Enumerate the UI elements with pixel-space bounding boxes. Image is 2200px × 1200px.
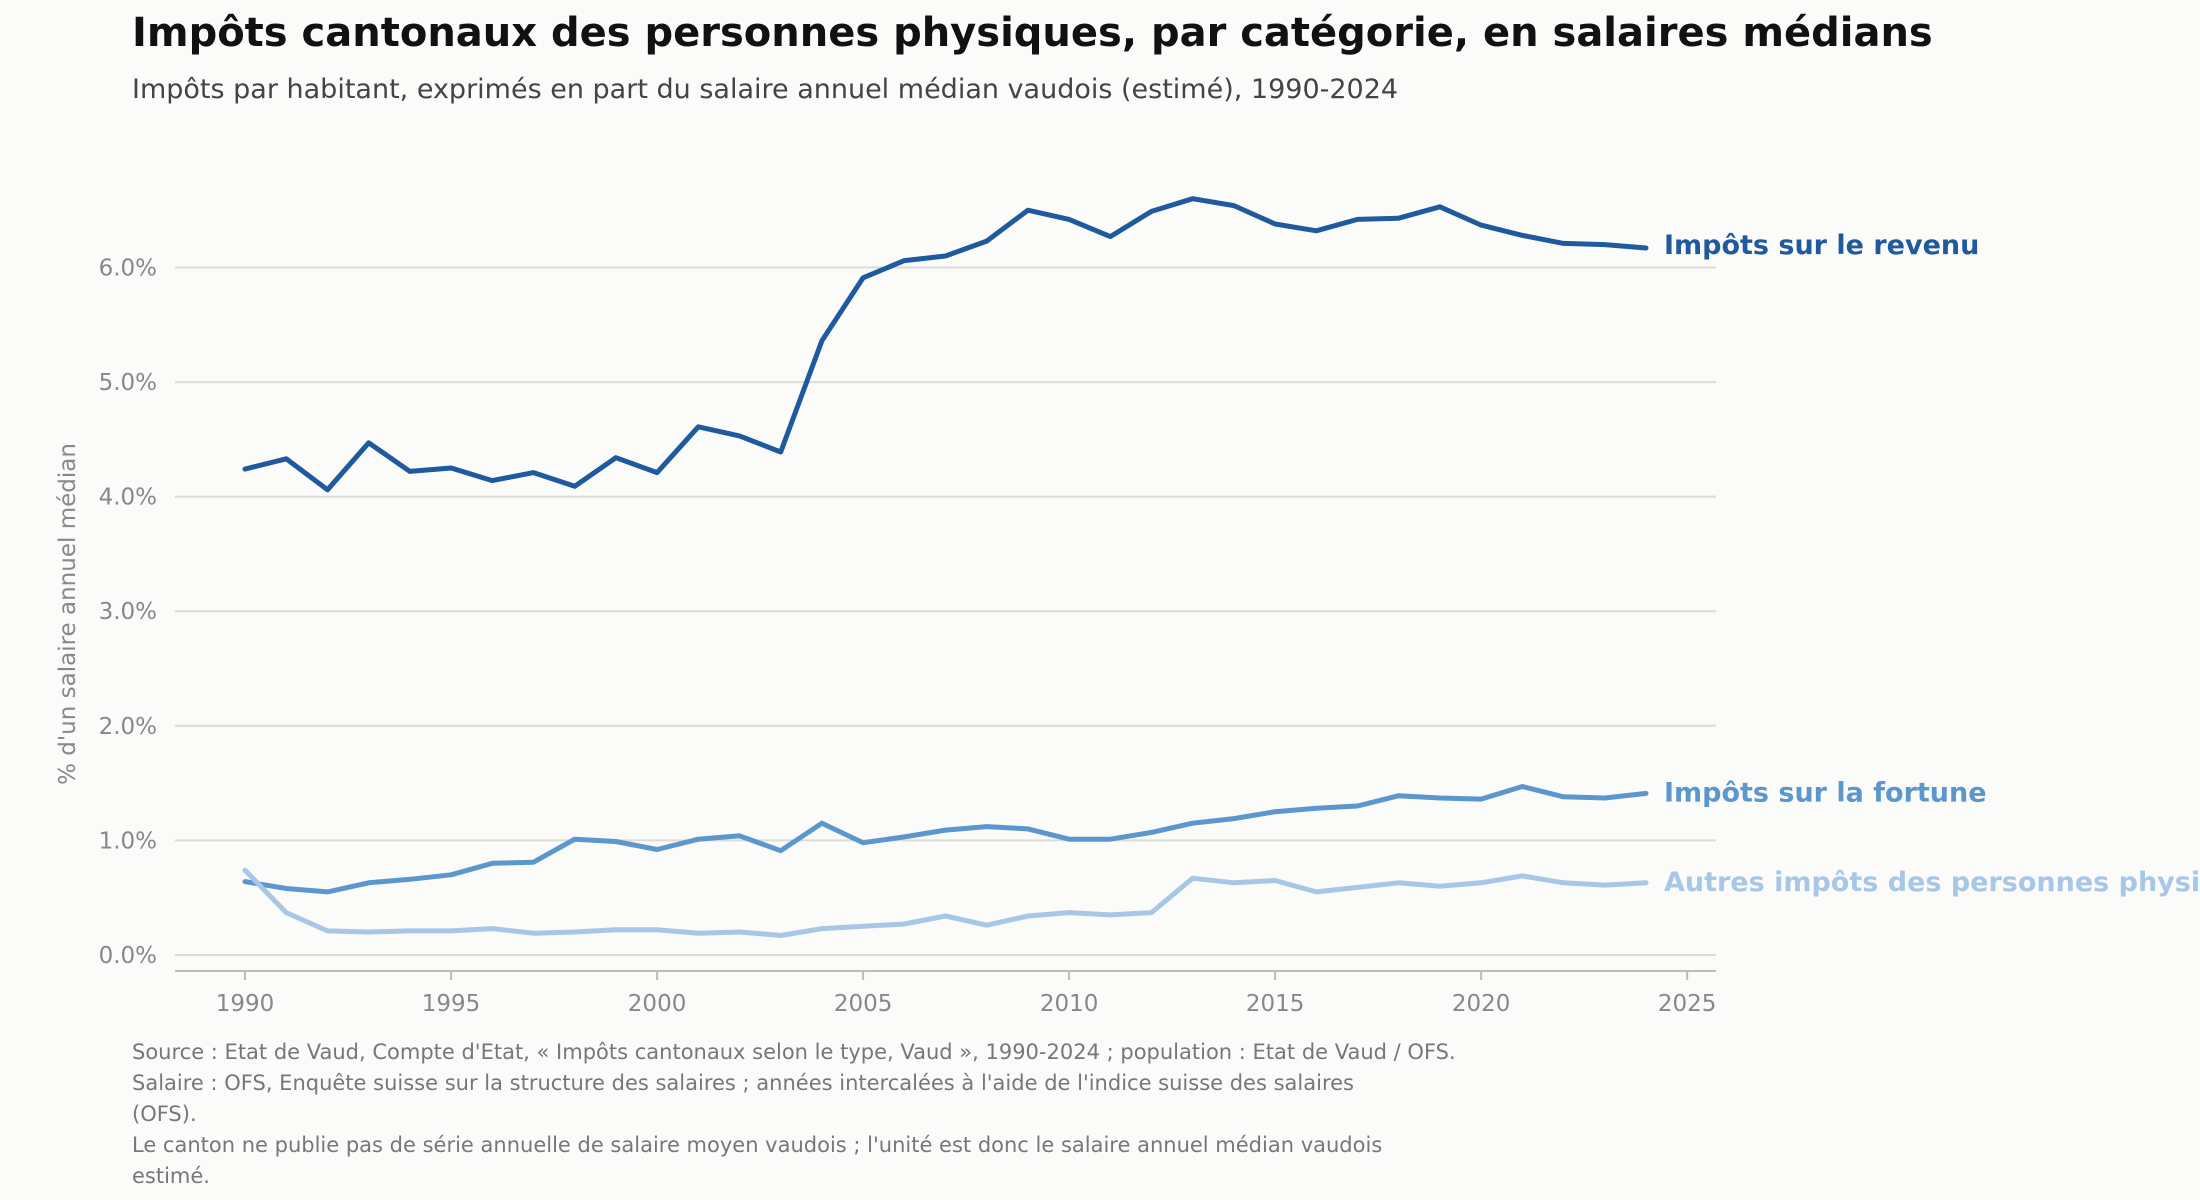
series-line (242, 784, 1649, 895)
footer-note-line-cont: estimé. (132, 1164, 210, 1188)
y-tick-label: 5.0% (99, 370, 157, 396)
axes: 0.0% 1.0% 2.0% 3.0% 4.0% 5.0% 6.0% 1990 1995 2000… (99, 255, 1717, 1017)
footer-note-line: Le canton ne publie pas de série annuell… (132, 1133, 1383, 1157)
series-end-label: Autres impôts des personnes physiques (1664, 867, 2200, 898)
y-tick-label: 6.0% (99, 255, 157, 281)
series-labels: Impôts sur le revenu Impôts sur la fortun… (1664, 230, 2200, 898)
series-line (242, 196, 1649, 493)
chart-title: Impôts cantonaux des personnes physiques… (132, 10, 1933, 56)
series-line (242, 867, 1649, 938)
series-lines (242, 196, 1649, 938)
x-tick-label: 1995 (422, 991, 481, 1017)
x-tick-label: 2015 (1246, 991, 1305, 1017)
x-tick-label: 2020 (1452, 991, 1511, 1017)
y-tick-label: 2.0% (99, 714, 157, 740)
y-tick-label: 1.0% (99, 828, 157, 854)
series-end-label: Impôts sur le revenu (1664, 230, 1979, 261)
grid-lines (175, 266, 1716, 956)
footer-source-line: Source : Etat de Vaud, Compte d'Etat, « … (132, 1040, 1456, 1064)
x-tick-label: 2005 (834, 991, 893, 1017)
y-tick-label: 3.0% (99, 599, 157, 625)
series-end-label: Impôts sur la fortune (1664, 777, 1987, 808)
y-tick-label: 4.0% (99, 485, 157, 511)
y-tick-label: 0.0% (99, 943, 157, 969)
x-tick-label: 2010 (1040, 991, 1099, 1017)
footer-salary-line: Salaire : OFS, Enquête suisse sur la str… (132, 1071, 1354, 1095)
x-tick-label: 1990 (216, 991, 275, 1017)
x-tick-label: 2025 (1658, 991, 1717, 1017)
chart-subtitle: Impôts par habitant, exprimés en part du… (132, 74, 1399, 105)
footer-salary-line-cont: (OFS). (132, 1102, 197, 1126)
y-axis-label: % d'un salaire annuel médian (55, 443, 81, 785)
x-tick-label: 2000 (628, 991, 687, 1017)
chart-footer: Source : Etat de Vaud, Compte d'Etat, « … (132, 1037, 1456, 1192)
